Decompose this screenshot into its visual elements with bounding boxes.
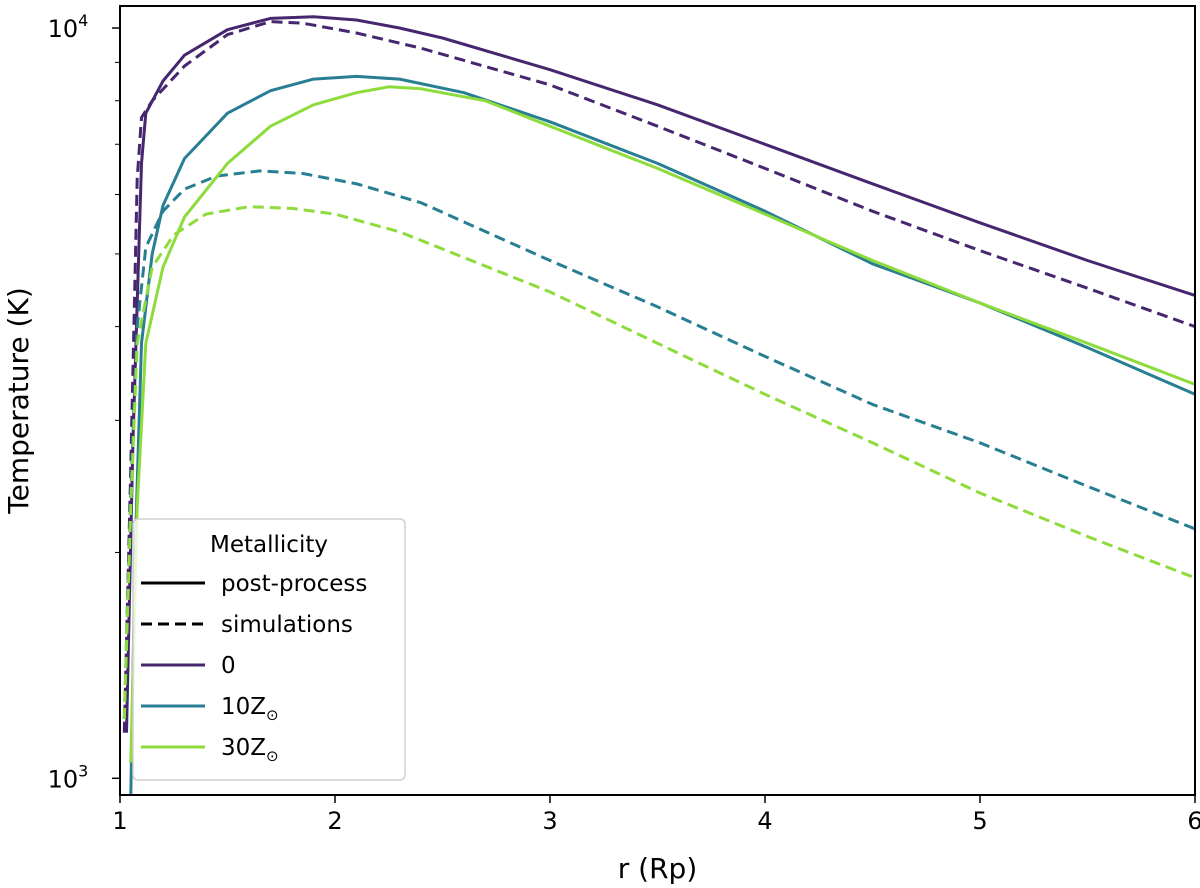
y-axis-label: Temperature (K) — [2, 287, 35, 514]
legend-label-1: simulations — [221, 612, 353, 638]
legend-box — [132, 518, 406, 781]
x-tick-label-0: 1 — [112, 807, 127, 835]
legend: Metallicity post-processsimulations010Z⊙… — [132, 518, 406, 781]
legend-label-subscript-3: ⊙ — [266, 706, 279, 724]
legend-label-2: 0 — [221, 653, 236, 679]
series-line-3 — [122, 169, 1195, 719]
series-line-2 — [129, 74, 1195, 795]
legend-label-4: 30Z⊙ — [221, 735, 279, 765]
x-tick-label-4: 5 — [972, 807, 987, 835]
series-line-4 — [129, 85, 1195, 763]
legend-title: Metallicity — [210, 532, 328, 558]
legend-label-subscript-4: ⊙ — [266, 747, 279, 765]
y-tick-label-1: 104 — [48, 11, 89, 43]
y-tick-exponent-1: 4 — [78, 11, 88, 30]
x-axis-label: r (Rp) — [618, 852, 698, 885]
y-tick-label-0: 103 — [48, 761, 89, 793]
x-tick-label-1: 2 — [327, 807, 342, 835]
x-tick-label-2: 3 — [542, 807, 557, 835]
x-axis: 1 2 3 4 5 6 — [112, 795, 1200, 835]
plot-frame — [119, 5, 1196, 796]
y-tick-exponent-0: 3 — [78, 761, 88, 780]
series-line-1 — [122, 20, 1195, 733]
x-tick-label-5: 6 — [1187, 807, 1200, 835]
x-tick-label-3: 4 — [757, 807, 772, 835]
series-line-5 — [122, 205, 1195, 719]
legend-label-0: post-process — [221, 571, 367, 597]
series-layer — [122, 15, 1195, 795]
y-axis: 103 104 — [48, 11, 120, 793]
